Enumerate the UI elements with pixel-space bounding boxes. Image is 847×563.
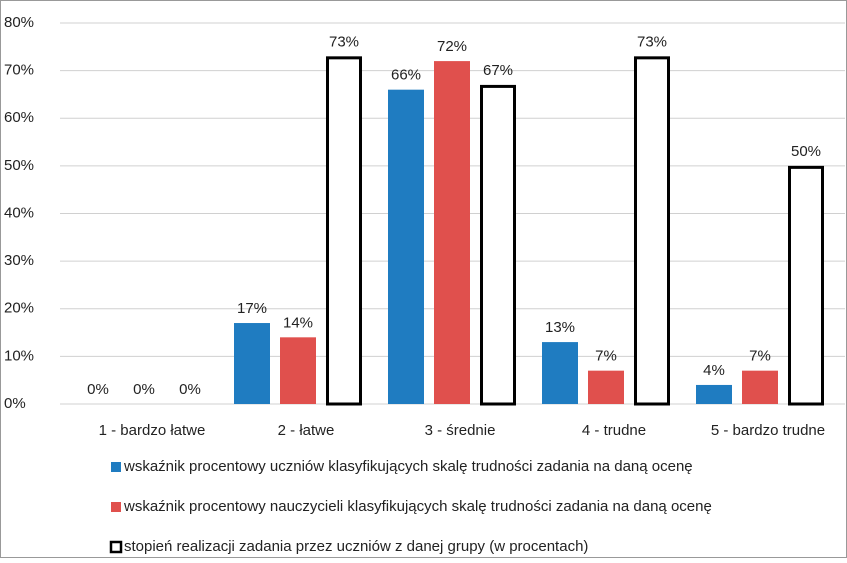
value-label: 17% xyxy=(237,300,267,317)
y-tick-label: 80% xyxy=(4,14,34,31)
bar xyxy=(234,323,270,404)
value-label: 7% xyxy=(595,348,617,365)
legend-swatch xyxy=(111,462,121,472)
y-tick-label: 60% xyxy=(4,109,34,126)
x-tick-label: 3 - średnie xyxy=(425,422,496,439)
bar xyxy=(280,337,316,404)
value-label: 7% xyxy=(749,348,771,365)
y-tick-label: 0% xyxy=(4,395,26,412)
bar xyxy=(388,89,424,405)
x-tick-label: 4 - trudne xyxy=(582,422,646,439)
value-label: 72% xyxy=(437,38,467,55)
value-label: 0% xyxy=(87,381,109,398)
bar xyxy=(742,370,778,404)
value-label: 73% xyxy=(637,33,667,50)
bar xyxy=(696,384,732,404)
legend-label: stopień realizacji zadania przez uczniów… xyxy=(124,538,588,555)
value-label: 0% xyxy=(179,381,201,398)
value-label: 4% xyxy=(703,362,725,379)
legend-label: wskaźnik procentowy uczniów klasyfikując… xyxy=(123,458,693,475)
y-tick-label: 70% xyxy=(4,62,34,79)
bar xyxy=(634,56,670,406)
bar xyxy=(542,342,578,404)
y-tick-label: 30% xyxy=(4,252,34,269)
value-label: 13% xyxy=(545,319,575,336)
legend-swatch xyxy=(109,540,123,554)
value-label: 50% xyxy=(791,143,821,160)
y-tick-label: 40% xyxy=(4,204,34,221)
value-label: 66% xyxy=(391,67,421,84)
x-tick-label: 1 - bardzo łatwe xyxy=(99,422,206,439)
bar xyxy=(434,61,470,404)
value-label: 0% xyxy=(133,381,155,398)
y-tick-label: 20% xyxy=(4,300,34,317)
legend-label: wskaźnik procentowy nauczycieli klasyfik… xyxy=(123,498,712,515)
value-label: 73% xyxy=(329,33,359,50)
bar xyxy=(480,84,516,406)
bar xyxy=(326,56,362,406)
bar xyxy=(788,165,824,406)
y-tick-label: 50% xyxy=(4,157,34,174)
bar xyxy=(588,370,624,404)
x-tick-label: 2 - łatwe xyxy=(278,422,335,439)
value-label: 14% xyxy=(283,314,313,331)
x-tick-label: 5 - bardzo trudne xyxy=(711,422,825,439)
value-label: 67% xyxy=(483,62,513,79)
y-tick-label: 10% xyxy=(4,347,34,364)
legend-swatch xyxy=(111,502,121,512)
